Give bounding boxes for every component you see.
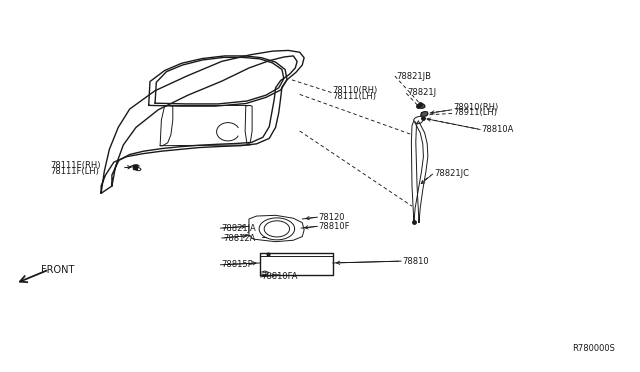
Text: 78810: 78810 [403, 257, 429, 266]
Text: 78810FA: 78810FA [262, 272, 298, 281]
Polygon shape [421, 112, 428, 116]
Text: 78911(LH): 78911(LH) [453, 108, 497, 117]
Text: 78815P: 78815P [221, 260, 253, 269]
Polygon shape [418, 104, 425, 108]
Text: 78812A: 78812A [223, 234, 255, 243]
Text: FRONT: FRONT [41, 265, 74, 275]
Text: 78111E(RH): 78111E(RH) [51, 161, 101, 170]
Text: 78821JC: 78821JC [434, 169, 469, 178]
Text: 78810F: 78810F [319, 222, 350, 231]
Text: 78910(RH): 78910(RH) [453, 103, 499, 112]
Text: 78821J: 78821J [408, 88, 436, 97]
Text: 78111(LH): 78111(LH) [333, 92, 377, 101]
Text: 78810A: 78810A [482, 125, 514, 134]
Text: 78821JB: 78821JB [396, 71, 431, 81]
Text: 78120: 78120 [319, 213, 345, 222]
Text: 78110(RH): 78110(RH) [333, 86, 378, 95]
Text: 78111F(LH): 78111F(LH) [51, 167, 99, 176]
Text: 78821JA: 78821JA [221, 224, 257, 232]
Text: R780000S: R780000S [572, 344, 615, 353]
